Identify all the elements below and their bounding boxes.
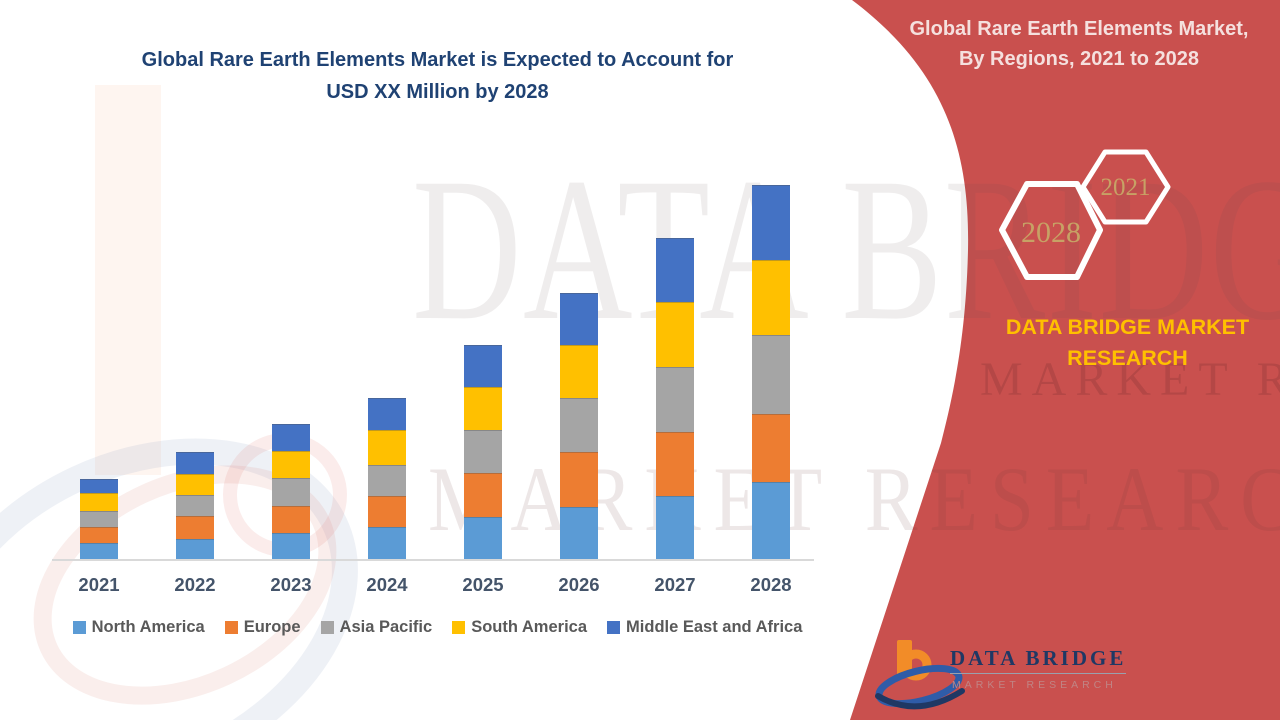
x-axis-label-2028: 2028 [750,574,792,595]
bar-segment-2028-south-america [752,260,790,335]
legend-item-asia-pacific: Asia Pacific [320,618,433,637]
x-axis-line [52,559,814,561]
bar-segment-2025-south-america [464,387,502,430]
side-panel-title: Global Rare Earth Elements Market, By Re… [885,14,1273,74]
bar-segment-2022-asia-pacific [176,495,214,516]
bar-segment-2023-middle-east-and-africa [272,424,310,451]
peach-watermark-bar [95,85,161,475]
bar-segment-2021-asia-pacific [80,511,118,527]
bar-segment-2025-europe [464,473,502,517]
legend-swatch [607,621,621,634]
bar-segment-2026-south-america [560,345,598,398]
bar-segment-2026-europe [560,452,598,507]
bar-segment-2024-north-america [368,527,406,560]
legend-swatch [224,621,238,634]
legend-label: South America [471,618,588,636]
bar-segment-2022-south-america [176,474,214,495]
brand-text-line1: DATA BRIDGE MARKET [1005,315,1250,339]
bar-segment-2028-europe [752,414,790,482]
bar-segment-2022-north-america [176,539,214,560]
chart-title: Global Rare Earth Elements Market is Exp… [55,44,820,108]
legend-item-europe: Europe [224,618,301,637]
bar-segment-2027-north-america [656,496,694,560]
x-axis-label-2023: 2023 [270,574,312,595]
bar-segment-2027-asia-pacific [656,367,694,432]
bar-segment-2025-middle-east-and-africa [464,345,502,387]
bar-segment-2026-middle-east-and-africa [560,293,598,345]
bar-segment-2022-europe [176,516,214,539]
bar-segment-2027-europe [656,432,694,496]
bar-segment-2028-asia-pacific [752,335,790,414]
bar-segment-2026-north-america [560,507,598,560]
bar-segment-2021-south-america [80,493,118,511]
bar-segment-2028-middle-east-and-africa [752,185,790,260]
bar-segment-2027-middle-east-and-africa [656,238,694,302]
x-axis-label-2027: 2027 [654,574,696,595]
bar-segment-2024-south-america [368,430,406,465]
bar-segment-2023-europe [272,506,310,533]
bar-segment-2021-middle-east-and-africa [80,479,118,493]
chart-legend: North America Europe Asia Pacific South Ame… [0,618,875,637]
bar-segment-2024-asia-pacific [368,465,406,496]
logo-subtitle: MARKET RESEARCH [952,679,1117,691]
x-axis-label-2026: 2026 [558,574,600,595]
bar-segment-2024-middle-east-and-africa [368,398,406,430]
legend-label: North America [91,618,205,636]
x-axis-label-2025: 2025 [462,574,504,595]
legend-label: Middle East and Africa [626,618,803,636]
legend-item-south-america: South America [452,618,587,637]
chart-title-line1: Global Rare Earth Elements Market is Exp… [141,49,734,71]
bar-segment-2023-asia-pacific [272,478,310,506]
brand-text: DATA BRIDGE MARKET RESEARCH [985,312,1270,374]
legend-swatch [72,621,86,634]
bar-segment-2025-asia-pacific [464,430,502,473]
bar-segment-2028-north-america [752,482,790,560]
bar-segment-2024-europe [368,496,406,527]
brand-text-line2: RESEARCH [1067,346,1188,370]
bar-segment-2021-europe [80,527,118,543]
bar-segment-2023-south-america [272,451,310,478]
badge-year-2021: 2021 [1100,174,1151,201]
x-axis-label-2022: 2022 [174,574,216,595]
bar-segment-2027-south-america [656,302,694,367]
bar-segment-2021-north-america [80,543,118,560]
side-title-line2: By Regions, 2021 to 2028 [958,48,1200,70]
legend-swatch [452,621,466,634]
chart-title-line2: USD XX Million by 2028 [326,81,549,103]
badge-year-2028: 2028 [1021,216,1081,249]
bar-segment-2022-middle-east-and-africa [176,452,214,474]
side-title-line1: Global Rare Earth Elements Market, [909,18,1249,40]
legend-item-middle-east-and-africa: Middle East and Africa [607,618,802,637]
legend-item-north-america: North America [72,618,205,637]
logo-wordmark: DATA BRIDGE [950,646,1127,674]
x-axis-label-2024: 2024 [366,574,408,595]
bar-segment-2025-north-america [464,517,502,560]
bar-segment-2026-asia-pacific [560,398,598,452]
legend-label: Asia Pacific [339,618,433,636]
x-axis-label-2021: 2021 [78,574,120,595]
bar-segment-2023-north-america [272,533,310,560]
legend-swatch [320,621,334,634]
legend-label: Europe [243,618,301,636]
